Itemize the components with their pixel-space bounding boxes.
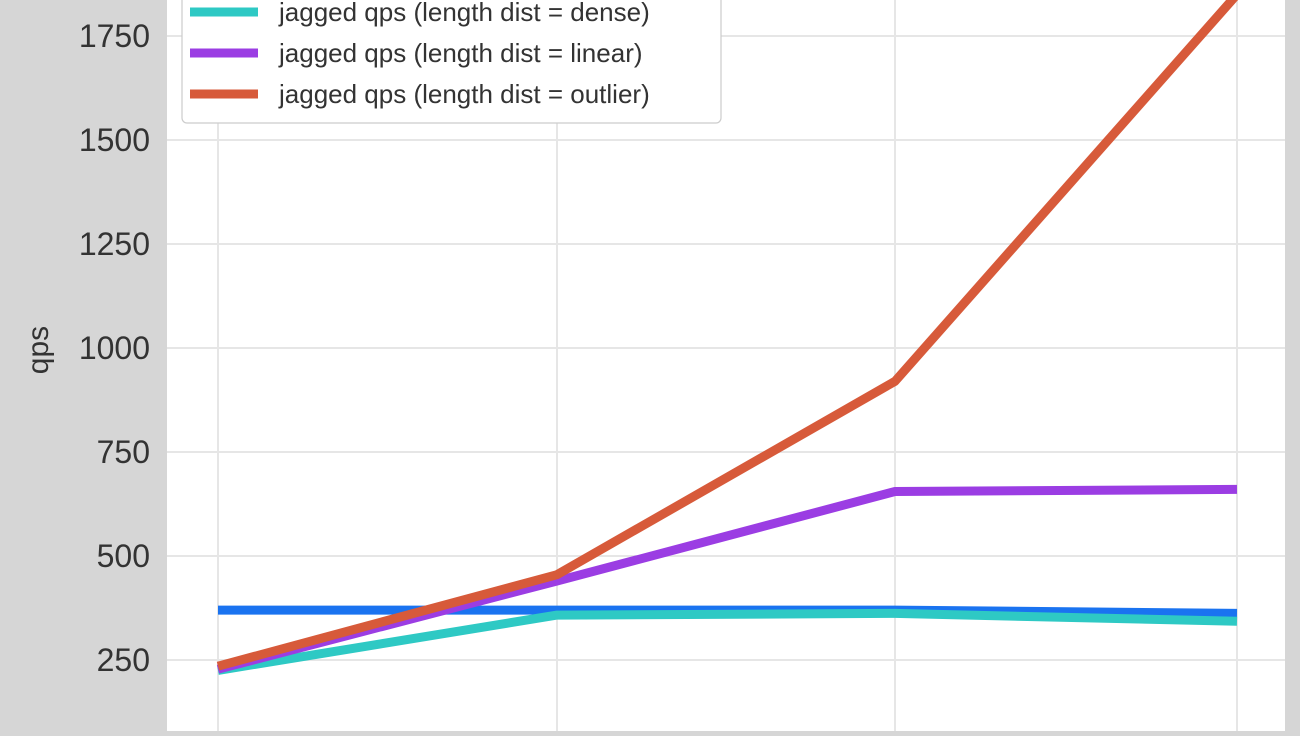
y-tick-labels: 250 500 750 1000 1250 1500 1750	[79, 18, 150, 678]
y-tick-label: 500	[97, 538, 150, 574]
legend: jagged qps (length dist = dense) jagged q…	[181, 0, 722, 124]
series-lines	[216, 0, 1239, 675]
y-tick-label: 250	[97, 642, 150, 678]
legend-entry-label: jagged qps (length dist = outlier)	[278, 79, 650, 109]
series-line	[217, 608, 1238, 675]
legend-entry-label: jagged qps (length dist = dense)	[278, 0, 650, 27]
y-tick-label: 1500	[79, 122, 150, 158]
y-tick-label: 750	[97, 434, 150, 470]
legend-box	[181, 0, 722, 124]
legend-entry-label: jagged qps (length dist = linear)	[278, 38, 643, 68]
y-tick-label: 1750	[79, 18, 150, 54]
y-axis-label: qps	[22, 326, 55, 374]
series-line	[216, 0, 1239, 671]
y-tick-label: 1250	[79, 226, 150, 262]
y-tick-label: 1000	[79, 330, 150, 366]
